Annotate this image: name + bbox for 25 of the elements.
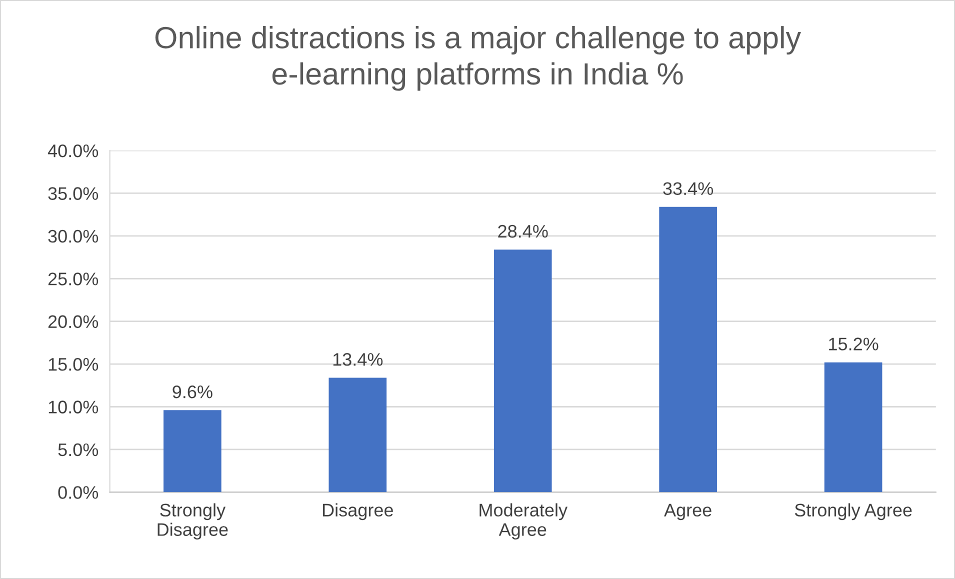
y-tick-label: 40.0% (48, 144, 98, 158)
bar (659, 206, 717, 492)
data-label: 13.4% (333, 353, 383, 366)
bar (494, 250, 552, 492)
y-tick-label: 0.0% (58, 486, 98, 499)
chart-title: Online distractions is a major challenge to apply e-learning platforms in India % (155, 26, 802, 91)
y-tick-label: 30.0% (48, 230, 98, 243)
bar (164, 410, 222, 492)
data-label: 33.4% (663, 182, 714, 196)
x-tick-label: Moderately Agree (480, 503, 568, 540)
data-label: 9.6% (172, 385, 212, 398)
data-label: 28.4% (498, 224, 548, 238)
y-tick-label: 35.0% (48, 187, 98, 200)
data-label: 15.2% (829, 338, 878, 350)
x-tick-label: Disagree (323, 503, 393, 520)
x-tick-label: Agree (664, 504, 712, 520)
y-tick-label: 25.0% (48, 272, 98, 286)
bar (328, 378, 387, 492)
x-tick-label: Strongly Disagree (158, 503, 228, 540)
bar (824, 362, 882, 492)
y-tick-label: 20.0% (48, 315, 98, 328)
y-tick-label: 15.0% (48, 358, 98, 371)
y-tick-label: 10.0% (48, 400, 98, 414)
x-tick-label: Strongly Agree (794, 503, 912, 520)
y-tick-label: 5.0% (58, 443, 98, 456)
